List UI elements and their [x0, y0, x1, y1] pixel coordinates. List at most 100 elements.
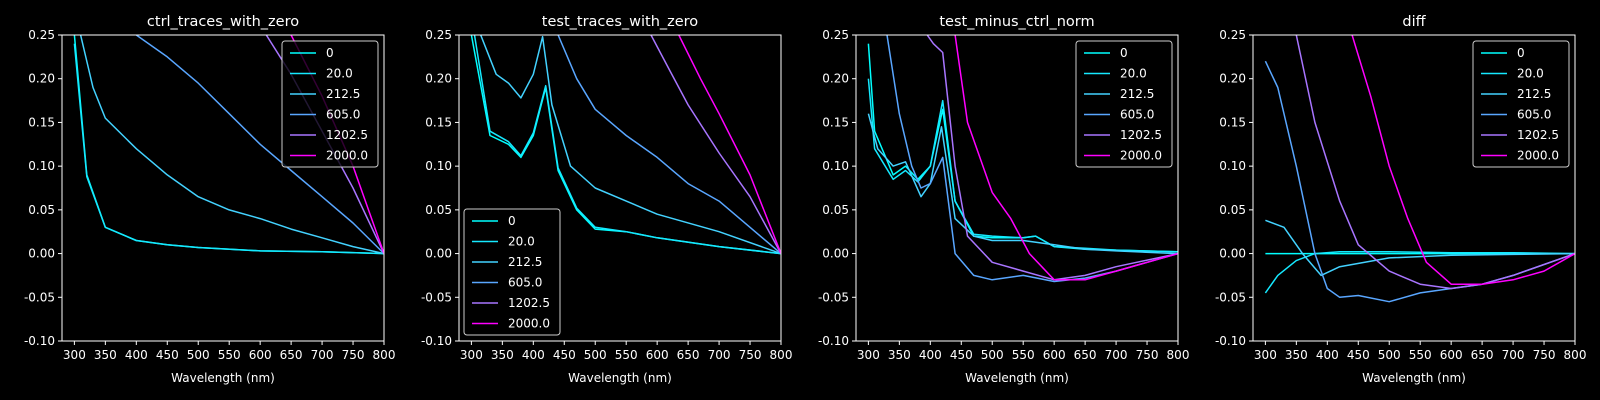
x-axis-label: Wavelength (nm): [965, 371, 1069, 385]
panel-test-minus-ctrl: test_minus_ctrl_norm Wavelength (nm) 300…: [818, 14, 1190, 385]
x-tick-label: 500: [187, 348, 210, 362]
legend-entry-2000.0: 2000.0: [508, 317, 550, 331]
axes-frame: [458, 34, 782, 342]
series-line-605.0: [557, 35, 781, 255]
x-tick-label: 700: [311, 348, 334, 362]
series-line-20.0: [73, 43, 384, 255]
y-tick-label: 0.20: [1219, 72, 1246, 86]
legend-entry-212.5: 212.5: [508, 255, 542, 269]
legend-entry-0: 0: [1517, 46, 1525, 60]
legend: 0 20.0 212.5 605.0 1202.5 2000.0: [463, 208, 561, 336]
y-tick-label: 0.00: [28, 247, 55, 261]
y-tick-label: 0.25: [28, 28, 55, 42]
x-tick-label: 300: [1254, 348, 1277, 362]
series-group: [1264, 35, 1575, 303]
panel-title: diff: [1402, 14, 1426, 30]
y-tick-label: 0.20: [425, 72, 452, 86]
y-tick-label: 0.05: [425, 203, 452, 217]
legend-entry-212.5: 212.5: [326, 87, 360, 101]
legend-entry-1202.5: 1202.5: [1120, 128, 1162, 142]
y-tick-label: 0.05: [1219, 203, 1246, 217]
y-tick-label: 0.10: [28, 159, 55, 173]
panel-diff: diff Wavelength (nm) 300 350 400 450 500 550 6…: [1215, 14, 1587, 385]
y-tick-label: -0.05: [818, 290, 849, 304]
x-tick-label: 450: [1347, 348, 1370, 362]
legend-entry-2000.0: 2000.0: [326, 149, 368, 163]
legend-entry-20.0: 20.0: [326, 67, 353, 81]
x-tick-label: 750: [1533, 348, 1556, 362]
series-line-605.0: [886, 35, 1178, 283]
series-line-2000.0: [954, 35, 1178, 281]
legend: 0 20.0 212.5 605.0 1202.5 2000.0: [281, 40, 379, 168]
panel-title: test_traces_with_zero: [542, 14, 699, 30]
panel-title: test_minus_ctrl_norm: [939, 14, 1094, 30]
legend: 0 20.0 212.5 605.0 1202.5 2000.0: [1075, 40, 1173, 168]
axes-frame: [61, 34, 385, 342]
y-tick-label: -0.10: [818, 334, 849, 348]
legend-entry-20.0: 20.0: [1120, 67, 1147, 81]
x-tick-label: 450: [156, 348, 179, 362]
legend-entry-1202.5: 1202.5: [508, 296, 550, 310]
panel-test-traces: test_traces_with_zero Wavelength (nm) 30…: [421, 14, 793, 385]
x-tick-label: 800: [770, 348, 793, 362]
x-tick-label: 500: [584, 348, 607, 362]
x-tick-label: 400: [125, 348, 148, 362]
y-tick-label: 0.05: [28, 203, 55, 217]
y-tick-label: -0.05: [24, 290, 55, 304]
legend-entry-605.0: 605.0: [1517, 108, 1551, 122]
y-tick-label: 0.10: [425, 159, 452, 173]
x-tick-label: 750: [342, 348, 365, 362]
x-tick-label: 600: [249, 348, 272, 362]
y-tick-label: 0.00: [1219, 247, 1246, 261]
x-tick-label: 800: [373, 348, 396, 362]
legend-entry-20.0: 20.0: [1517, 67, 1544, 81]
series-group: [867, 35, 1178, 283]
y-tick-label: 0.10: [1219, 159, 1246, 173]
x-tick-label: 350: [888, 348, 911, 362]
x-tick-label: 700: [1105, 348, 1128, 362]
y-tick-label: 0.00: [822, 247, 849, 261]
y-tick-label: 0.15: [28, 115, 55, 129]
x-tick-label: 500: [1378, 348, 1401, 362]
x-tick-label: 650: [280, 348, 303, 362]
x-tick-label: 550: [1409, 348, 1432, 362]
x-tick-label: 300: [460, 348, 483, 362]
y-tick-label: 0.05: [822, 203, 849, 217]
y-tick-label: -0.10: [24, 334, 55, 348]
x-tick-label: 350: [491, 348, 514, 362]
series-line-2000.0: [678, 35, 781, 254]
x-tick-label: 750: [1136, 348, 1159, 362]
x-tick-label: 600: [646, 348, 669, 362]
y-tick-label: 0.20: [28, 72, 55, 86]
legend-entry-2000.0: 2000.0: [1120, 149, 1162, 163]
y-tick-label: 0.10: [822, 159, 849, 173]
legend: 0 20.0 212.5 605.0 1202.5 2000.0: [1472, 40, 1570, 168]
panel-ctrl-traces: ctrl_traces_with_zero Wavelength (nm) 30…: [24, 14, 396, 385]
x-tick-label: 700: [1502, 348, 1525, 362]
y-tick-label: -0.05: [1215, 290, 1246, 304]
y-tick-label: 0.00: [425, 247, 452, 261]
series-line-20.0: [473, 35, 781, 255]
x-tick-label: 400: [522, 348, 545, 362]
y-tick-label: -0.05: [421, 290, 452, 304]
x-tick-label: 800: [1167, 348, 1190, 362]
x-tick-label: 650: [1074, 348, 1097, 362]
panel-title: ctrl_traces_with_zero: [147, 14, 299, 30]
x-tick-label: 500: [981, 348, 1004, 362]
x-tick-label: 300: [857, 348, 880, 362]
x-tick-label: 800: [1564, 348, 1587, 362]
x-tick-label: 550: [218, 348, 241, 362]
series-group: [470, 35, 781, 255]
legend-entry-212.5: 212.5: [1120, 87, 1154, 101]
x-axis-label: Wavelength (nm): [171, 371, 275, 385]
series-line-212.5: [480, 35, 781, 255]
legend-entry-0: 0: [1120, 46, 1128, 60]
x-tick-label: 550: [1012, 348, 1035, 362]
legend-entry-0: 0: [508, 214, 516, 228]
legend-entry-1202.5: 1202.5: [326, 128, 368, 142]
y-tick-label: 0.25: [822, 28, 849, 42]
series-line-1202.5: [1295, 35, 1575, 290]
y-tick-label: -0.10: [1215, 334, 1246, 348]
legend-entry-605.0: 605.0: [326, 108, 360, 122]
